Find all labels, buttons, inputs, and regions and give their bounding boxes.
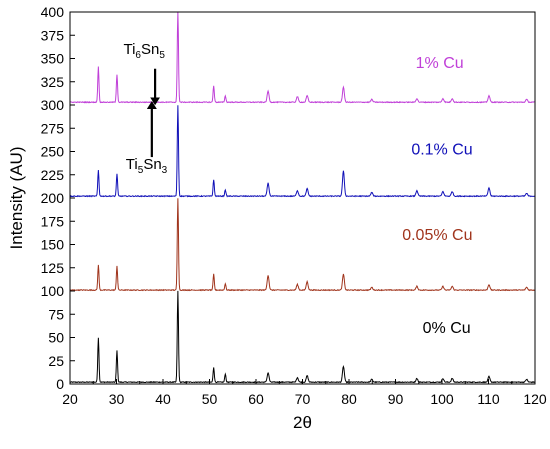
phase-annotation: Ti6Sn5 xyxy=(123,41,165,61)
x-tick-label: 30 xyxy=(109,391,125,407)
y-tick-label: 350 xyxy=(41,51,65,67)
y-tick-label: 375 xyxy=(41,27,65,43)
x-tick-label: 120 xyxy=(523,391,547,407)
series-label: 0.05% Cu xyxy=(402,227,472,244)
x-tick-label: 60 xyxy=(248,391,264,407)
y-axis-label: Intensity (AU) xyxy=(7,147,26,250)
series-label: 0% Cu xyxy=(423,320,471,337)
y-tick-label: 250 xyxy=(41,144,65,160)
x-tick-label: 100 xyxy=(430,391,454,407)
series-label: 0.1% Cu xyxy=(411,141,472,158)
x-tick-label: 90 xyxy=(388,391,404,407)
y-tick-label: 100 xyxy=(41,283,65,299)
y-tick-label: 0 xyxy=(56,376,64,392)
annotation-layer: Ti6Sn5 Ti5Sn3 xyxy=(123,41,167,176)
x-tick-label: 20 xyxy=(62,391,78,407)
y-tick-label: 50 xyxy=(48,330,64,346)
series-line-1 xyxy=(69,198,536,292)
labels-layer: 0% Cu 0.05% Cu 0.1% Cu 1% Cu xyxy=(402,55,472,337)
x-tick-label: 40 xyxy=(155,391,171,407)
y-tick-label: 400 xyxy=(41,4,65,20)
ticks-layer: 20 30 40 50 60 70 80 90 100 110 120 0 25 50 75 100 125 15… xyxy=(41,4,547,407)
y-tick-label: 200 xyxy=(41,190,65,206)
phase-annotation: Ti5Sn3 xyxy=(126,156,168,176)
x-axis-label: 2θ xyxy=(293,413,312,432)
x-tick-label: 50 xyxy=(202,391,218,407)
y-tick-label: 325 xyxy=(41,74,65,90)
y-tick-label: 225 xyxy=(41,167,65,183)
series-line-2 xyxy=(69,105,536,198)
y-tick-label: 125 xyxy=(41,260,65,276)
x-tick-label: 70 xyxy=(295,391,311,407)
y-tick-label: 300 xyxy=(41,97,65,113)
x-tick-label: 110 xyxy=(477,391,500,407)
y-tick-label: 25 xyxy=(48,353,64,369)
x-tick-label: 80 xyxy=(341,391,357,407)
y-tick-label: 150 xyxy=(41,237,65,253)
y-tick-label: 75 xyxy=(48,306,64,322)
y-tick-label: 275 xyxy=(41,120,65,136)
series-label: 1% Cu xyxy=(416,55,464,72)
y-tick-label: 175 xyxy=(41,213,65,229)
